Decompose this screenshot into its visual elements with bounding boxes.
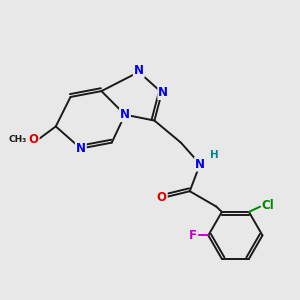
Text: Cl: Cl	[261, 199, 274, 212]
Text: O: O	[29, 133, 39, 146]
Text: N: N	[76, 142, 86, 155]
Text: N: N	[158, 86, 168, 99]
Text: N: N	[195, 158, 205, 171]
Text: O: O	[157, 191, 167, 204]
Text: N: N	[134, 64, 144, 77]
Text: methoxy: methoxy	[17, 138, 24, 139]
Text: CH₃: CH₃	[9, 135, 27, 144]
Text: N: N	[120, 108, 130, 121]
Text: H: H	[210, 150, 219, 160]
Text: F: F	[188, 229, 196, 242]
